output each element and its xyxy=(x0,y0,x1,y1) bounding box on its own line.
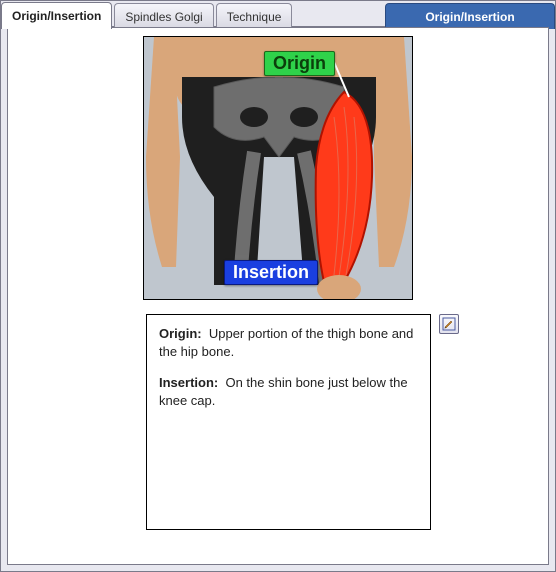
tab-label: Spindles Golgi xyxy=(125,10,202,24)
origin-label-text: Origin xyxy=(273,53,326,73)
content-panel: Origin Insertion Origin: Upper portion o… xyxy=(7,27,549,565)
description-box: Origin: Upper portion of the thigh bone … xyxy=(146,314,431,530)
insertion-paragraph: Insertion: On the shin bone just below t… xyxy=(159,374,418,409)
tab-spindles-golgi[interactable]: Spindles Golgi xyxy=(114,3,213,29)
description-row: Origin: Upper portion of the thigh bone … xyxy=(16,314,540,530)
section-title: Origin/Insertion xyxy=(385,3,555,29)
app-window: Origin/Insertion Spindles Golgi Techniqu… xyxy=(0,0,556,572)
origin-heading: Origin: xyxy=(159,326,202,341)
insertion-label-tag: Insertion xyxy=(224,260,318,285)
tab-label: Origin/Insertion xyxy=(12,9,101,23)
origin-paragraph: Origin: Upper portion of the thigh bone … xyxy=(159,325,418,360)
pencil-icon xyxy=(442,317,456,331)
anatomy-diagram: Origin Insertion xyxy=(143,36,413,300)
tab-technique[interactable]: Technique xyxy=(216,3,293,29)
tab-label: Technique xyxy=(227,10,282,24)
origin-label-tag: Origin xyxy=(264,51,335,76)
section-title-text: Origin/Insertion xyxy=(425,10,514,24)
tab-origin-insertion[interactable]: Origin/Insertion xyxy=(1,2,112,29)
insertion-label-text: Insertion xyxy=(233,262,309,282)
edit-button[interactable] xyxy=(439,314,459,334)
insertion-heading: Insertion: xyxy=(159,375,218,390)
tab-bar: Origin/Insertion Spindles Golgi Techniqu… xyxy=(1,1,555,27)
